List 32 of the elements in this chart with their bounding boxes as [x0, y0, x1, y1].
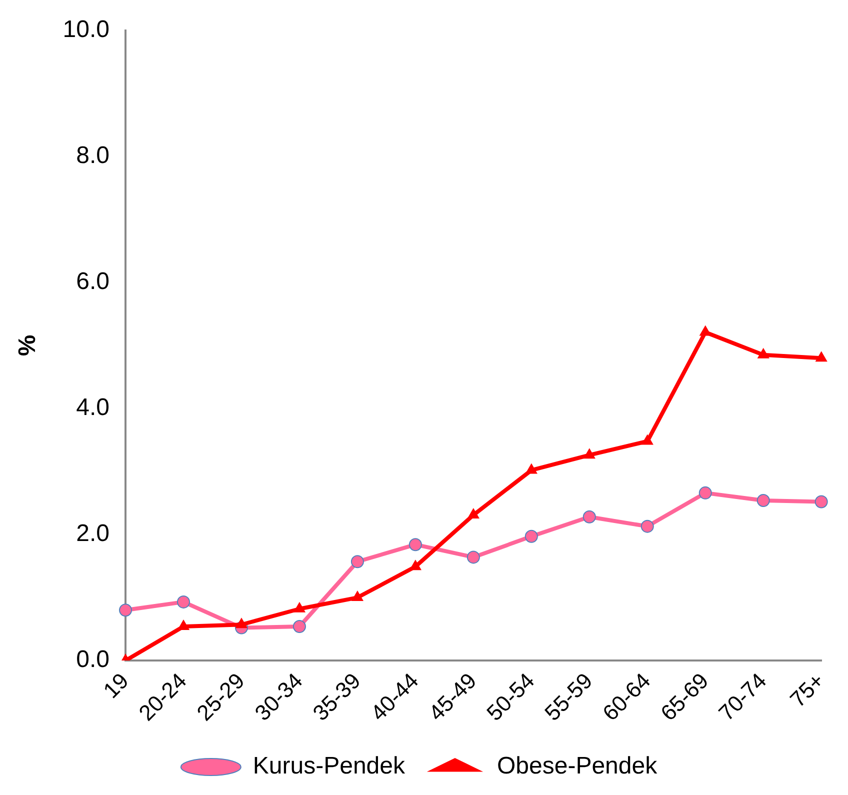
point: [524, 530, 538, 543]
point: [468, 508, 480, 518]
point: [178, 620, 190, 630]
point: [640, 520, 654, 533]
point: [176, 595, 190, 608]
y-tick-label: 10.0: [62, 16, 110, 44]
point: [816, 352, 828, 362]
point: [119, 604, 132, 617]
point: [292, 620, 306, 634]
point: [758, 348, 770, 358]
point: [352, 591, 364, 602]
point: [584, 448, 596, 459]
point: [466, 550, 480, 564]
point: [410, 560, 422, 570]
point: [756, 494, 770, 507]
point: [236, 618, 248, 628]
point: [698, 486, 712, 500]
point: [294, 602, 306, 612]
legend-label: Kurus-Pendek: [252, 752, 406, 780]
x-tick-label: 75+: [785, 668, 830, 712]
y-tick-label: 2.0: [76, 520, 110, 548]
point: [526, 464, 538, 474]
y-axis-title: %: [14, 334, 42, 356]
point: [350, 555, 364, 568]
point: [642, 434, 654, 445]
y-tick-label: 8.0: [76, 142, 110, 170]
legend-label: Obese-Pendek: [496, 752, 658, 780]
y-tick-label: 6.0: [76, 268, 110, 296]
point: [814, 495, 828, 508]
point: [408, 538, 422, 552]
y-tick-label: 4.0: [76, 394, 110, 422]
point: [582, 510, 596, 524]
